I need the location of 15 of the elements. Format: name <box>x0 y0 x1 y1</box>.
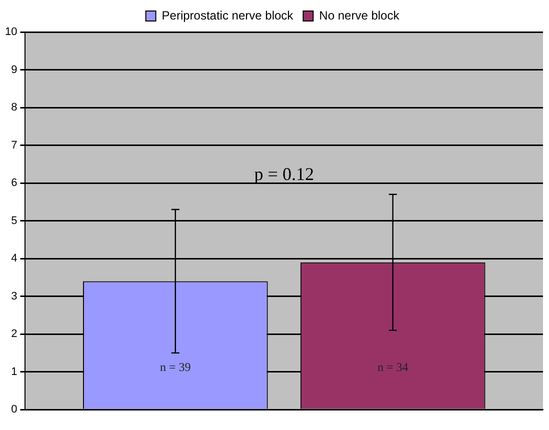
y-tick-label: 10 <box>4 26 18 38</box>
annotation: n = 34 <box>377 360 408 374</box>
y-tick-label: 6 <box>11 177 18 190</box>
y-tick-label: 8 <box>11 102 18 114</box>
y-tick-label: 1 <box>11 366 18 378</box>
y-tick-label: 9 <box>11 64 18 76</box>
y-tick-label: 7 <box>11 139 18 152</box>
y-tick-label: 0 <box>11 404 18 416</box>
legend-label: Periprostatic nerve block <box>162 8 294 22</box>
y-tick-label: 4 <box>11 252 18 265</box>
y-tick-label: 2 <box>11 328 18 340</box>
y-tick-label: 5 <box>11 214 18 227</box>
annotation: n = 39 <box>160 360 191 374</box>
y-tick-label: 3 <box>11 290 18 302</box>
legend-label: No nerve block <box>319 8 400 22</box>
